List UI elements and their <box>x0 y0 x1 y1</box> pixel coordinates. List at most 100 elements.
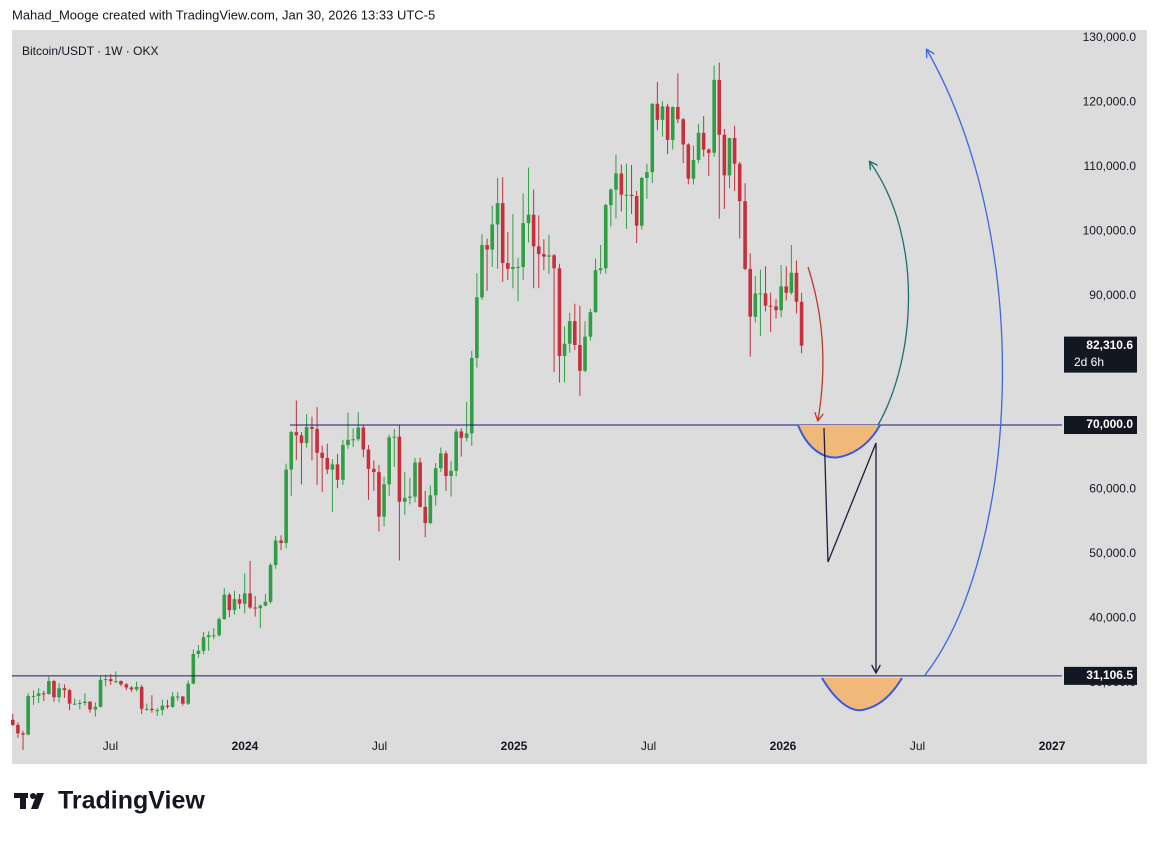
candle-body <box>433 468 438 496</box>
candle-body <box>299 435 304 444</box>
candle-body <box>495 203 500 225</box>
candle-body <box>248 593 252 608</box>
candle-body <box>263 601 268 606</box>
candle-body <box>526 214 531 224</box>
candle-body <box>77 703 82 705</box>
candle-body <box>211 635 216 637</box>
x-tick-label: Jul <box>641 739 656 753</box>
candle-body <box>583 336 587 371</box>
y-tick-label: 120,000.0 <box>1083 95 1137 109</box>
candle-body <box>650 103 655 173</box>
candle-body <box>593 270 598 313</box>
candle-body <box>21 733 25 735</box>
candle-body <box>366 449 371 469</box>
candle-body <box>629 194 634 197</box>
candle-body <box>93 706 98 710</box>
candle-body <box>382 484 386 517</box>
candle-body <box>108 679 113 682</box>
drawings <box>797 50 1004 712</box>
candle-body <box>408 496 412 498</box>
candle-body <box>542 254 546 257</box>
candle-body <box>150 708 154 711</box>
logo-text: TradingView <box>58 787 205 815</box>
candle-body <box>294 432 299 436</box>
candle-body <box>696 132 701 160</box>
candle-body <box>779 286 783 311</box>
candle-body <box>475 297 479 358</box>
candle-body <box>41 693 46 695</box>
plot <box>11 62 1062 751</box>
candle-body <box>712 79 716 153</box>
header-text: Mahad_Mooge created with TradingView.com… <box>12 7 435 22</box>
candle-body <box>459 431 464 438</box>
candle-body <box>62 688 67 691</box>
candle-body <box>402 497 407 502</box>
y-tick-label: 130,000.0 <box>1083 30 1137 44</box>
candle-body <box>119 681 123 685</box>
candle-body <box>578 345 582 371</box>
candle-body <box>217 619 221 636</box>
candle-body <box>165 705 170 707</box>
candle-body <box>603 205 608 269</box>
candle-body <box>536 246 541 255</box>
candle-body <box>614 173 618 190</box>
arrow <box>807 266 823 420</box>
candle-body <box>186 683 191 704</box>
candle-body <box>624 194 629 196</box>
candle-body <box>88 701 92 710</box>
candle-body <box>464 433 469 438</box>
candle-body <box>206 635 211 638</box>
candle-body <box>98 679 103 707</box>
candle-body <box>16 724 20 734</box>
candle-body <box>547 255 551 257</box>
candle-body <box>273 540 278 565</box>
candle-body <box>722 134 727 176</box>
candle-body <box>83 701 87 704</box>
candle-body <box>279 540 283 544</box>
candle-body <box>428 495 433 524</box>
candle-body <box>258 605 263 609</box>
candle-body <box>670 107 675 140</box>
countdown-label: 2d 6h <box>1074 355 1104 369</box>
candle-body <box>490 224 495 250</box>
candle-body <box>387 437 391 485</box>
candle-body <box>758 293 763 295</box>
candle-body <box>52 681 56 698</box>
candle-body <box>346 439 350 446</box>
x-tick-label: 2025 <box>501 739 528 753</box>
last-price-label: 82,310.6 <box>1086 338 1133 352</box>
candle-body <box>794 272 799 302</box>
candle-body <box>676 107 680 120</box>
candle-body <box>232 599 237 611</box>
candle-body <box>619 173 624 195</box>
candle-body <box>706 149 711 153</box>
candle-body <box>598 268 603 271</box>
candle-body <box>315 428 319 453</box>
zigzag-arrow <box>823 427 876 672</box>
candle-body <box>57 688 61 698</box>
x-tick-label: Jul <box>910 739 925 753</box>
candle-body <box>439 453 443 469</box>
candle-body <box>170 696 175 707</box>
candle-body <box>454 431 458 471</box>
x-tick-label: 2024 <box>232 739 259 753</box>
candle-body <box>691 159 696 179</box>
candle-body <box>377 472 381 517</box>
y-tick-label: 90,000.0 <box>1089 288 1136 302</box>
candle-body <box>31 695 36 697</box>
candle-body <box>191 653 196 684</box>
candle-body <box>567 321 572 344</box>
candle-body <box>26 695 30 735</box>
candle-body <box>413 462 417 497</box>
candle-body <box>423 506 428 524</box>
x-tick-label: 2027 <box>1039 739 1066 753</box>
arrow <box>924 50 1004 676</box>
candle-body <box>124 684 129 688</box>
candle-body <box>686 144 691 179</box>
candle-body <box>557 268 562 356</box>
candle-body <box>521 223 525 267</box>
candle-body <box>784 286 789 293</box>
candle-body <box>763 293 768 306</box>
candle-body <box>480 245 484 298</box>
candle-body <box>789 272 794 293</box>
